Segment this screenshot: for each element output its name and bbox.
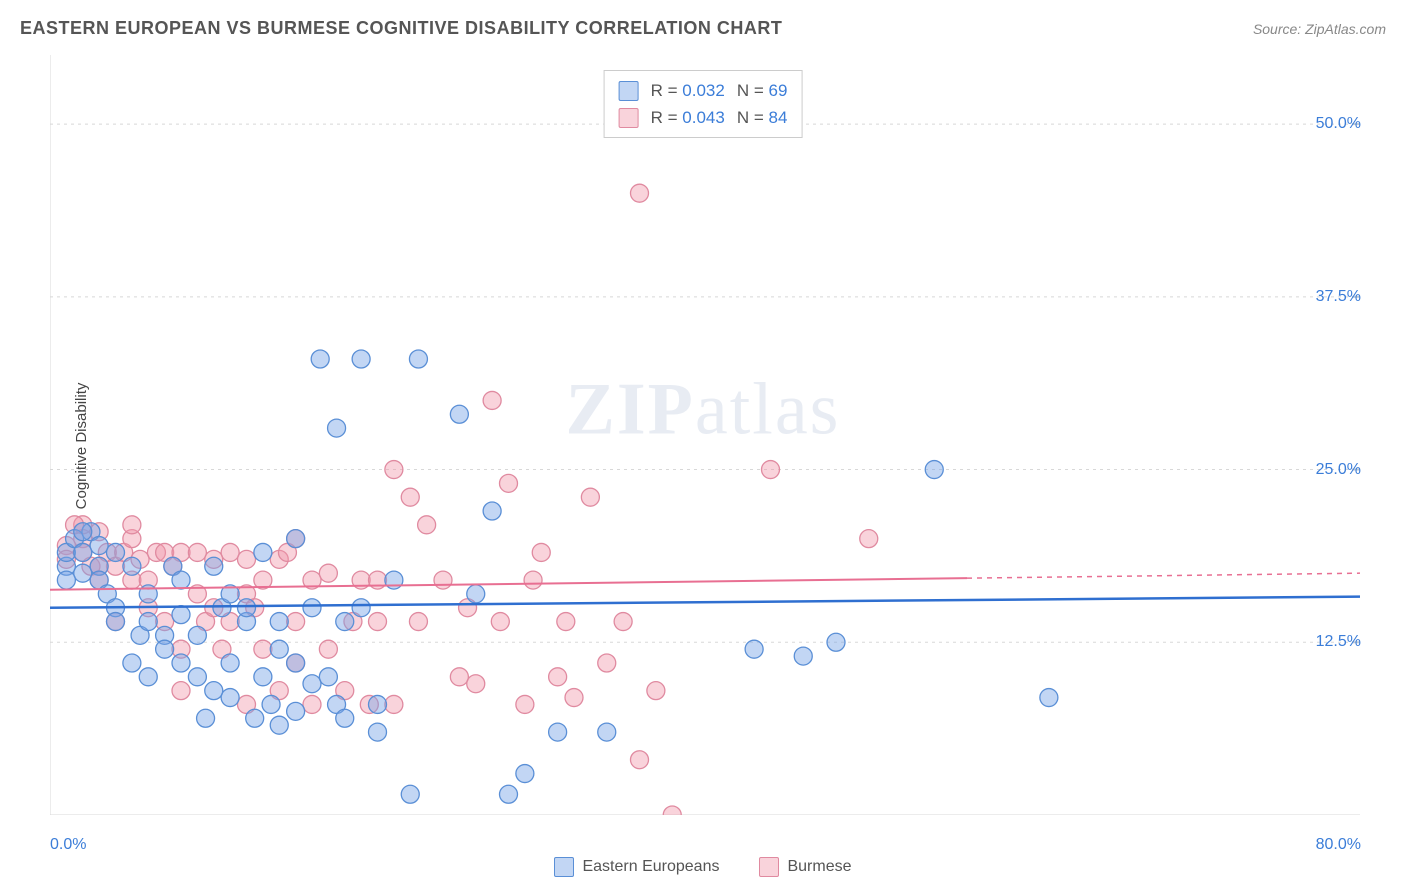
plot-area (50, 55, 1360, 815)
y-tick-label: 12.5% (1316, 633, 1361, 651)
chart-title: EASTERN EUROPEAN VS BURMESE COGNITIVE DI… (20, 18, 782, 39)
y-tick-label: 50.0% (1316, 115, 1361, 133)
scatter-svg (50, 55, 1360, 815)
swatch-series-a (619, 81, 639, 101)
swatch-eastern-europeans (554, 857, 574, 877)
x-axis-max: 80.0% (1316, 836, 1361, 854)
series-legend: Eastern Europeans Burmese (0, 857, 1406, 877)
y-tick-label: 37.5% (1316, 288, 1361, 306)
swatch-burmese (759, 857, 779, 877)
x-axis-min: 0.0% (50, 836, 86, 854)
legend-label-a: Eastern Europeans (582, 858, 719, 876)
y-tick-label: 25.0% (1316, 461, 1361, 479)
legend-label-b: Burmese (787, 858, 851, 876)
correlation-legend: R = 0.032 N = 69 R = 0.043 N = 84 (604, 70, 803, 138)
swatch-series-b (619, 108, 639, 128)
chart-source: Source: ZipAtlas.com (1253, 21, 1386, 37)
